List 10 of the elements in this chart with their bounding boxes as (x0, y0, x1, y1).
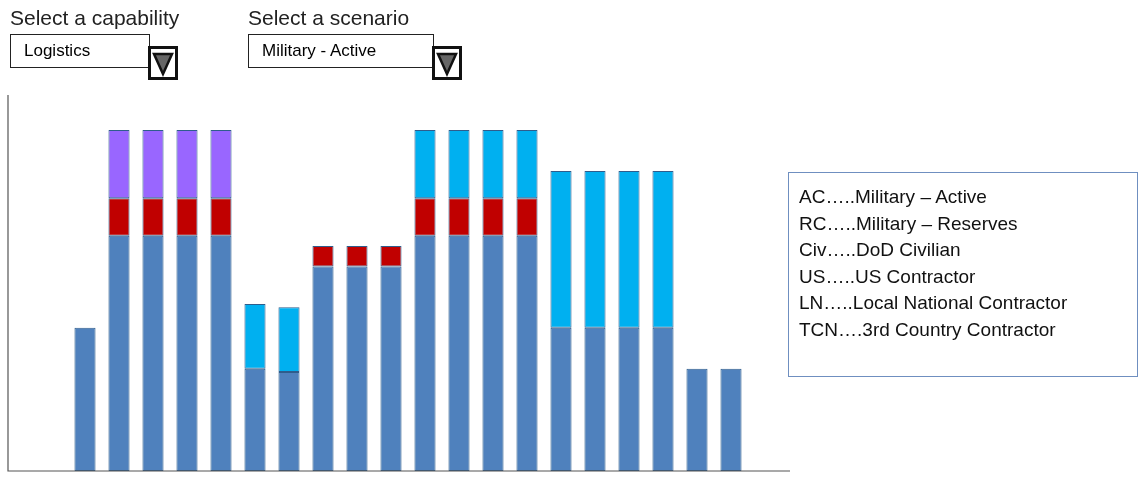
text: Select a scenario (248, 6, 411, 30)
dropdown-field: Logistics (10, 34, 150, 68)
text: AC…..Military – Active (799, 185, 988, 209)
text: RC…..Military – Reserves (799, 211, 1019, 236)
text: US…..US Contractor (799, 264, 977, 289)
text: Civ…..DoD Civilian (799, 238, 962, 262)
text: LN…..Local National Contractor (799, 291, 1069, 315)
dropdown-field: Military - Active (248, 34, 434, 68)
text: Select a capability (10, 6, 180, 30)
text: TCN….3rd Country Contractor (799, 317, 1057, 342)
